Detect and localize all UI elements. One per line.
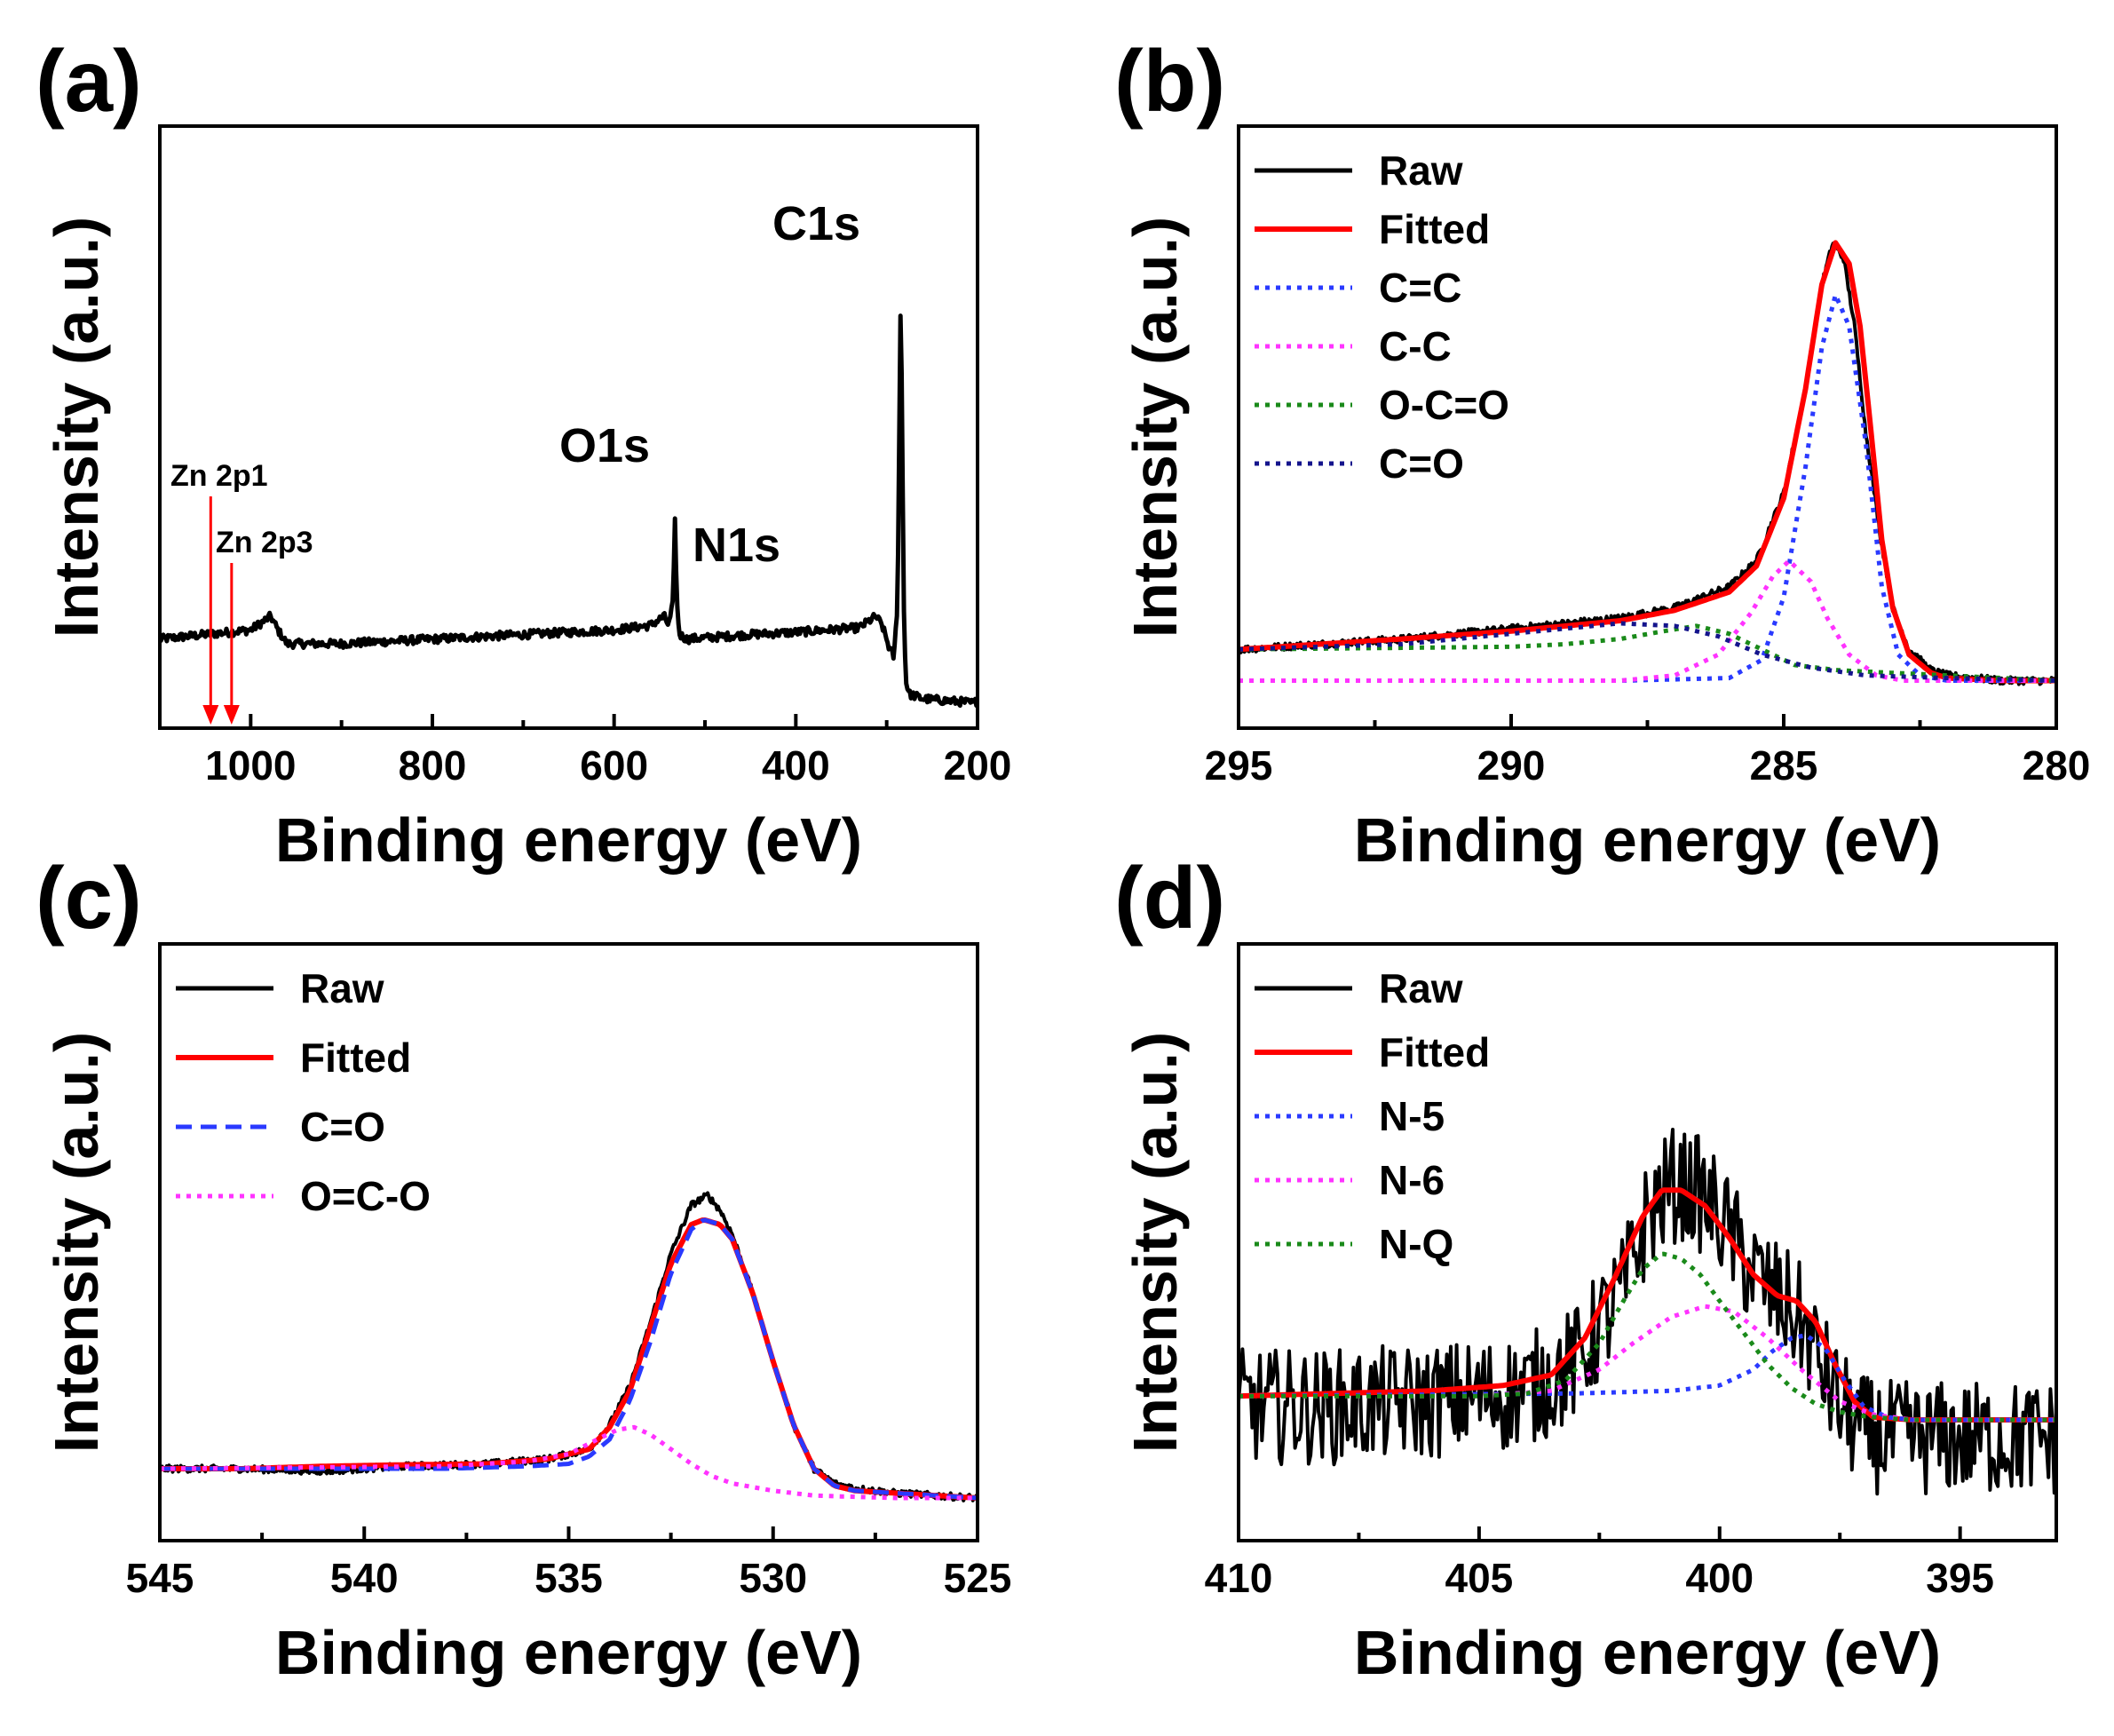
y-axis-title: Intensity (a.u.) xyxy=(1120,217,1190,638)
panel-label: (a) xyxy=(36,32,142,130)
legend-label: Fitted xyxy=(300,1034,411,1081)
plot-frame xyxy=(1237,942,2058,1542)
plot-frame xyxy=(158,124,979,730)
peak-annotation: O1s xyxy=(559,419,650,472)
peak-annotation: N1s xyxy=(693,519,780,572)
x-tick-label: 530 xyxy=(739,1555,807,1601)
panel-label: (c) xyxy=(36,849,142,947)
y-axis-title: Intensity (a.u.) xyxy=(1120,1032,1190,1453)
panel-label: (b) xyxy=(1114,32,1225,130)
x-tick-label: 540 xyxy=(330,1555,399,1601)
legend-label: Raw xyxy=(300,965,384,1011)
legend-label: N-6 xyxy=(1379,1157,1445,1203)
x-tick-label: 545 xyxy=(126,1555,194,1601)
x-axis-title: Binding energy (eV) xyxy=(275,805,862,875)
x-tick-label: 400 xyxy=(1685,1555,1754,1601)
legend-label: Fitted xyxy=(1379,1029,1490,1075)
series-line-raw xyxy=(1239,1128,2056,1496)
series-line-o-c-o xyxy=(160,1424,978,1501)
x-tick-label: 410 xyxy=(1205,1555,1273,1601)
x-tick-label: 295 xyxy=(1205,742,1273,789)
series-line-fitted xyxy=(160,1217,978,1501)
series-line-n-q xyxy=(1239,1251,2056,1423)
series-group xyxy=(160,313,978,709)
series-group xyxy=(1239,1128,2056,1496)
panel-b: (b) 295 290 285 280 Binding energy (eV) Intens… xyxy=(1114,32,2090,875)
x-tick-label: 535 xyxy=(534,1555,603,1601)
peak-annotation: C1s xyxy=(772,197,860,250)
x-tick-label: 200 xyxy=(944,742,1012,789)
x-tick-label: 395 xyxy=(1926,1555,1994,1601)
x-tick-label: 405 xyxy=(1445,1555,1514,1601)
legend-label: C=C xyxy=(1379,265,1461,311)
legend-label: N-5 xyxy=(1379,1093,1445,1139)
x-tick-label: 400 xyxy=(762,742,830,789)
panel-c: (c) 545 540 535 530 525 Binding energy (eV) Int… xyxy=(36,849,1011,1687)
legend-label: O=C-O xyxy=(300,1173,431,1219)
x-tick-label: 290 xyxy=(1477,742,1546,789)
x-tick-label: 600 xyxy=(580,742,648,789)
legend-label: Raw xyxy=(1379,147,1463,194)
series-line-survey xyxy=(160,313,978,709)
x-axis-title: Binding energy (eV) xyxy=(1354,1618,1941,1687)
series-group xyxy=(1239,240,2056,686)
x-tick-label: 1000 xyxy=(205,742,296,789)
panel-d: (d) 410 405 400 395 Binding energy (eV) Intens… xyxy=(1114,849,2058,1687)
series-line-c-c xyxy=(1239,292,2056,683)
x-tick-label: 285 xyxy=(1750,742,1818,789)
panel-a: (a) 1000 800 600 400 200 Binding energy (eV) In… xyxy=(36,32,1011,875)
peak-annotation: Zn 2p3 xyxy=(216,526,313,559)
legend-label: C-C xyxy=(1379,323,1452,369)
series-line-fitted xyxy=(1239,1187,2056,1423)
legend-label: O-C=O xyxy=(1379,382,1509,428)
series-line-n-5 xyxy=(1239,1333,2056,1423)
panel-label: (d) xyxy=(1114,849,1225,947)
legend-label: C=O xyxy=(300,1104,385,1150)
x-tick-label: 280 xyxy=(2023,742,2091,789)
legend-label: Raw xyxy=(1379,965,1463,1011)
series-line-fitted xyxy=(1239,240,2056,684)
y-axis-title: Intensity (a.u.) xyxy=(42,217,111,638)
series-line-c-o xyxy=(160,1217,978,1501)
arrow-head xyxy=(223,705,240,725)
peak-annotation: Zn 2p1 xyxy=(170,459,268,493)
y-axis-title: Intensity (a.u.) xyxy=(42,1032,111,1453)
x-axis-title: Binding energy (eV) xyxy=(275,1618,862,1687)
series-line-c-c xyxy=(1239,559,2056,683)
legend-label: C=O xyxy=(1379,440,1464,487)
x-tick-label: 800 xyxy=(399,742,467,789)
arrow-head xyxy=(202,705,219,725)
x-tick-label: 525 xyxy=(944,1555,1012,1601)
x-axis-title: Binding energy (eV) xyxy=(1354,805,1941,875)
series-group xyxy=(160,1191,978,1502)
legend-label: N-Q xyxy=(1379,1221,1453,1267)
legend-label: Fitted xyxy=(1379,206,1490,252)
